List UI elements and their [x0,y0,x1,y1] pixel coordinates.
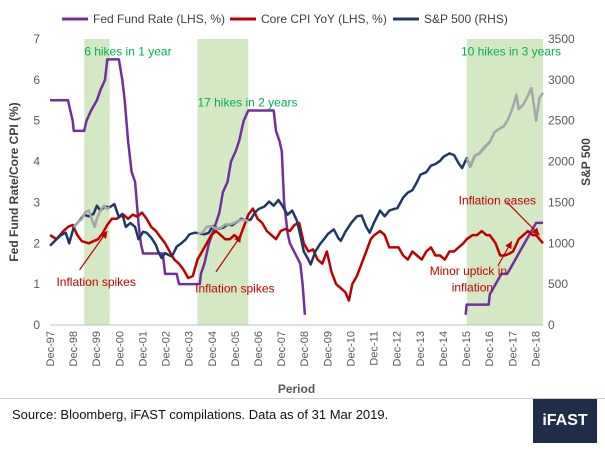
x-tick-label: Dec-11 [369,331,381,366]
legend-label-1: Fed Fund Rate (LHS, %) [93,12,225,26]
x-tick-label: Dec-18 [530,331,542,366]
x-tick-label: Dec-06 [253,331,265,366]
annotation-text-6: Inflation eases [459,193,536,207]
y-left-tick-label: 1 [33,277,40,291]
annotation-arrow-2 [215,234,242,273]
shaded-period-1 [84,39,110,325]
y-left-tick-label: 7 [33,32,40,46]
ifast-logo: iFAST [533,399,597,443]
shaded-period-3 [466,39,543,325]
axes: 0 1 2 3 4 5 6 7 0 500 1000 1500 2000 2500 3000 3500 Dec-… [7,32,593,396]
legend-label-2: Core CPI YoY (LHS, %) [261,12,387,26]
annotation-text-5: Inflation spikes [195,281,274,295]
legend-label-3: S&P 500 (RHS) [424,12,508,26]
y-right-tick-label: 2000 [548,155,575,169]
x-tick-label: Dec-01 [137,331,149,366]
annotation-text-3: 10 hikes in 3 years [461,44,561,58]
annotation-text-2: 17 hikes in 2 years [197,95,297,109]
footer: Source: Bloomberg, iFAST compilations. D… [0,398,605,455]
annotations: 6 hikes in 1 year 17 hikes in 2 years 10 h… [56,44,561,295]
chart: 0 1 2 3 4 5 6 7 0 500 1000 1500 2000 2500 3000 3500 Dec-… [7,12,593,396]
y-right-tick-label: 0 [548,318,555,332]
annotation-text-8: inflation [452,280,493,294]
series-line-3 [49,141,491,266]
series-lines [49,58,545,315]
x-tick-label: Dec-12 [392,331,404,366]
x-tick-label: Dec-98 [68,331,80,366]
x-tick-label: Dec-14 [438,331,450,366]
y-left-tick-label: 2 [33,236,40,250]
x-tick-label: Dec-09 [322,331,334,366]
y-left-axis-title: Fed Fund Rate/Core CPI (%) [7,102,21,261]
series-line-2 [49,207,544,302]
y-right-tick-label: 500 [548,277,568,291]
y-right-tick-label: 1000 [548,236,575,250]
annotation-text-1: 6 hikes in 1 year [84,44,171,58]
annotation-arrow-3 [506,202,540,236]
y-left-tick-label: 5 [33,114,40,128]
x-tick-label: Dec-08 [299,331,311,366]
annotation-text-4: Inflation spikes [56,275,135,289]
annotation-arrow-4 [497,240,513,267]
shaded-periods [84,39,543,325]
y-left-tick-label: 0 [33,318,40,332]
series-line-4 [72,86,545,235]
x-tick-label: Dec-16 [484,331,496,366]
x-tick-label: Dec-17 [507,331,519,366]
source-note: Source: Bloomberg, iFAST compilations. D… [12,407,389,422]
x-tick-label: Dec-15 [461,331,473,366]
x-tick-label: Dec-13 [415,331,427,366]
y-left-tick-label: 3 [33,195,40,209]
annotation-arrow-1 [79,230,108,271]
x-tick-label: Dec-05 [230,331,242,366]
y-left-tick-label: 6 [33,73,40,87]
x-tick-label: Dec-99 [91,331,103,366]
y-right-tick-label: 3500 [548,32,575,46]
x-tick-label: Dec-07 [276,331,288,366]
x-tick-label: Dec-00 [114,331,126,366]
x-tick-label: Dec-04 [207,331,219,366]
x-tick-label: Dec-97 [45,331,57,366]
shaded-period-2 [197,39,249,325]
y-left-tick-label: 4 [33,155,40,169]
y-right-tick-label: 3000 [548,73,575,87]
y-right-axis-title: S&P 500 [579,138,593,186]
x-tick-label: Dec-03 [184,331,196,366]
x-axis-title: Period [278,382,315,396]
x-tick-label: Dec-10 [345,331,357,366]
y-right-tick-label: 2500 [548,114,575,128]
x-tick-label: Dec-02 [161,331,173,366]
legend: Fed Fund Rate (LHS, %) Core CPI YoY (LHS,… [62,12,508,26]
annotation-text-7: Minor uptick in [430,264,507,278]
y-right-tick-label: 1500 [548,195,575,209]
